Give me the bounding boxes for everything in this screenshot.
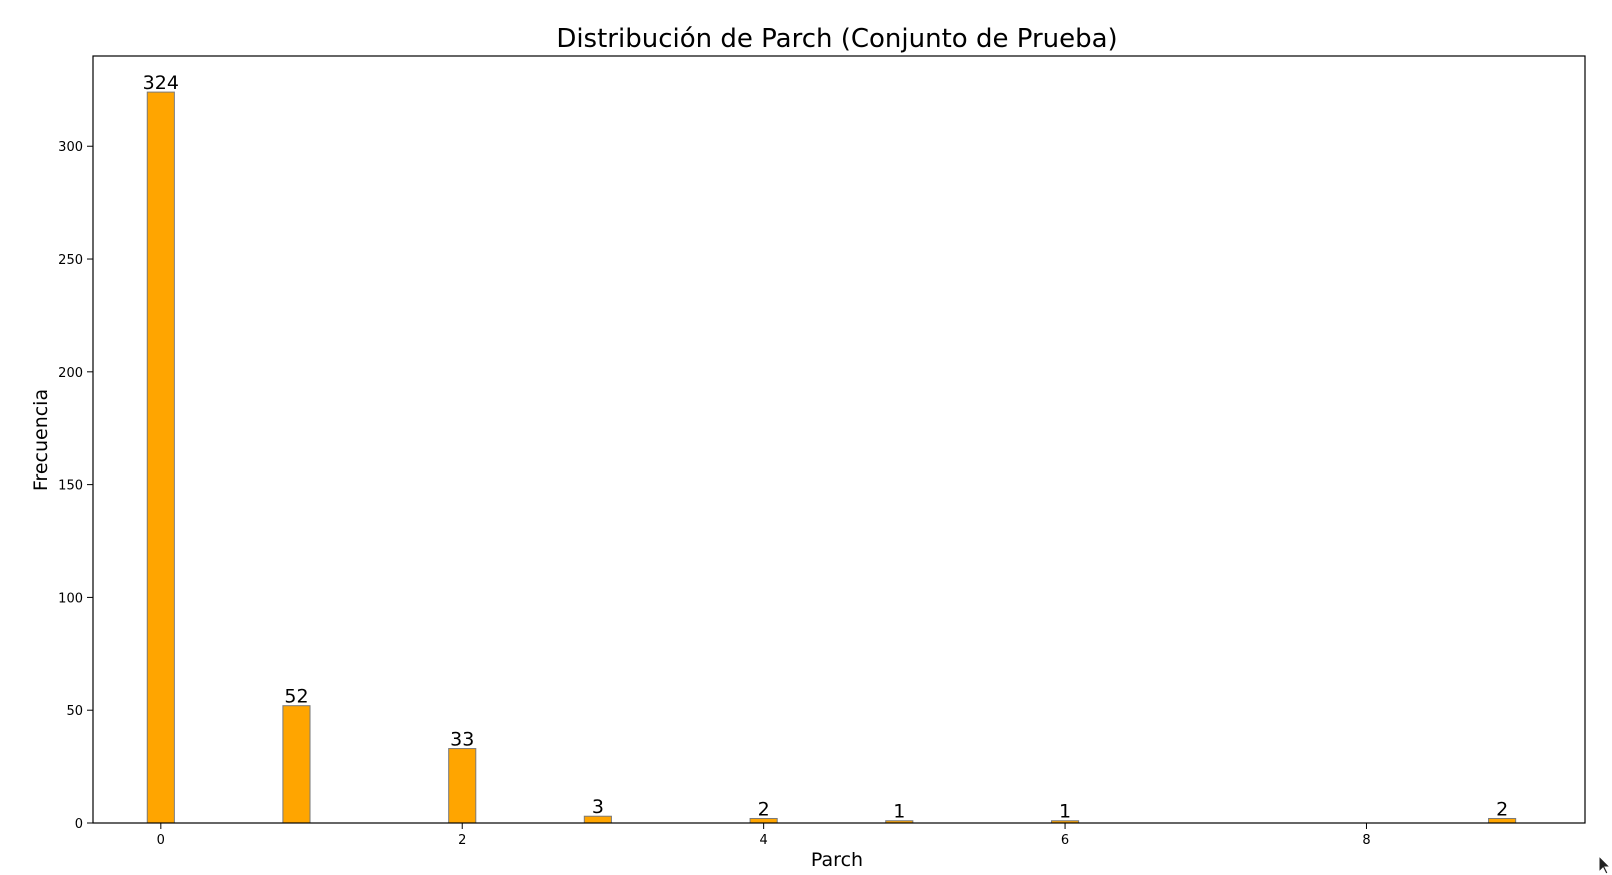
y-tick-label: 300 — [58, 140, 83, 155]
bar — [146, 91, 175, 824]
y-tick-label: 250 — [58, 253, 83, 268]
x-axis: 0 2 4 6 8 — [157, 823, 1371, 848]
x-tick-label: 4 — [760, 833, 768, 848]
y-tick-label: 150 — [58, 479, 83, 494]
y-tick-label: 0 — [75, 817, 83, 832]
y-tick-label: 50 — [66, 704, 83, 719]
x-tick-label: 0 — [157, 833, 165, 848]
y-axis-label: Frecuencia — [30, 389, 52, 491]
bar-value-label: 52 — [284, 686, 308, 708]
x-axis-label: Parch — [811, 849, 863, 871]
chart-title: Distribución de Parch (Conjunto de Prueb… — [556, 24, 1117, 54]
x-tick-label: 8 — [1362, 833, 1370, 848]
x-tick-label: 2 — [458, 833, 466, 848]
bar-value-label: 1 — [893, 801, 905, 823]
plot-frame — [92, 55, 1586, 824]
mouse-cursor-icon — [1598, 855, 1612, 875]
bar-value-label: 2 — [1496, 798, 1508, 820]
y-tick-label: 100 — [58, 591, 83, 606]
bar-value-label: 324 — [143, 72, 179, 94]
bar-value-label: 33 — [450, 729, 474, 751]
y-axis: 0 50 100 150 200 250 300 — [58, 140, 93, 832]
bar-value-label: 3 — [592, 796, 604, 818]
bar-value-label: 2 — [758, 798, 770, 820]
y-tick-label: 200 — [58, 366, 83, 381]
bar — [448, 748, 477, 824]
x-tick-label: 6 — [1061, 833, 1069, 848]
bar-value-label: 1 — [1059, 801, 1071, 823]
bar — [282, 705, 311, 824]
